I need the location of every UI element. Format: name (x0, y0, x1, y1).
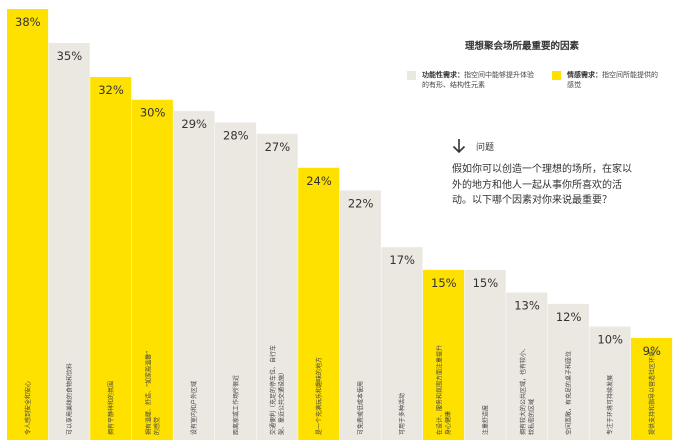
value-label-15: 10% (597, 333, 623, 347)
value-label-8: 24% (306, 174, 332, 188)
value-label-9: 22% (348, 196, 374, 210)
question-label: 问题 (476, 143, 495, 153)
bar-11 (423, 269, 465, 440)
value-label-6: 28% (223, 128, 249, 142)
legend-swatch-functional (407, 71, 416, 80)
value-label-2: 35% (57, 49, 83, 63)
value-label-14: 12% (556, 310, 582, 324)
value-label-1: 38% (15, 15, 41, 29)
bar-13 (506, 292, 548, 440)
category-label-5: 设有室内和户外区域 (190, 381, 198, 435)
bar-3 (90, 77, 132, 440)
value-label-7: 27% (265, 140, 291, 154)
arrow-down-icon (452, 139, 466, 154)
bar-1 (7, 9, 49, 440)
legend-functional-desc: 指空间中能够提升体验的有形、结构性元素 (422, 71, 534, 89)
value-label-3: 32% (98, 83, 124, 97)
category-label-7: 交通便利（充足的停车位、自行车 架、靠近公共交通设施） (269, 345, 286, 435)
category-label-11: 在设计、服务和氛围方面注重提升 身心健康 (436, 345, 453, 435)
value-label-10: 17% (389, 253, 415, 267)
bar-4 (131, 99, 173, 440)
bar-12 (464, 269, 506, 440)
legend-emotional-desc: 指空间所能提供的感觉 (567, 71, 658, 89)
legend-swatch-emotional (552, 71, 561, 80)
question-text: 假如你可以创造一个理想的场所，在家以外的地方和他人一起从事你所喜欢的活动。以下哪… (452, 164, 632, 206)
value-label-11: 15% (431, 276, 457, 290)
bar-16 (631, 337, 673, 440)
legend-text-functional: 功能性需求：指空间中能够提升体验的有形、结构性元素 (422, 70, 537, 90)
bar-8 (298, 167, 340, 440)
bar-15 (589, 326, 631, 440)
legend-item-functional: 功能性需求：指空间中能够提升体验的有形、结构性元素 (407, 70, 537, 90)
value-label-13: 13% (514, 299, 540, 313)
legend-emotional-name: 情感需求： (567, 71, 602, 79)
legend-text-emotional: 情感需求：指空间所能提供的感觉 (567, 70, 662, 90)
bar-7 (256, 133, 298, 440)
bar-5 (173, 111, 215, 440)
category-label-1: 令人感到安全和安心 (24, 381, 32, 435)
category-label-14: 空间宽敞，有充足的桌子和座位 (565, 351, 573, 435)
category-label-8: 是一个充满玩乐和趣味的地方 (315, 357, 323, 435)
value-label-5: 29% (181, 117, 207, 131)
category-label-13: 拥有较大的公共区域，也有较小、 较私密的区域 (519, 345, 536, 435)
legend-item-emotional: 情感需求：指空间所能提供的感觉 (552, 70, 662, 90)
value-label-16: 9% (643, 344, 661, 358)
category-label-12: 注重舒适度 (481, 405, 489, 435)
category-label-10: 可用于多种活动 (398, 393, 406, 435)
legend-functional-name: 功能性需求： (422, 71, 464, 79)
bar-14 (547, 303, 589, 440)
bar-2 (48, 43, 90, 441)
bar-10 (381, 247, 423, 440)
category-label-15: 专注于环境可持续发展 (606, 375, 614, 435)
category-label-6: 距离家或工作场所很近 (232, 375, 240, 435)
category-label-3: 拥有平静祥和的氛围 (107, 381, 115, 435)
category-label-16: 提供支持和指导以营造社区环境 (648, 351, 656, 435)
legend-title: 理想聚会场所最重要的因素 (464, 41, 579, 52)
bar-6 (215, 122, 257, 440)
category-label-4: 拥有温暖、舒适、“如家般温馨” 的感觉 (144, 351, 161, 435)
value-label-4: 30% (140, 106, 166, 120)
value-label-12: 15% (473, 276, 499, 290)
bar-9 (339, 190, 381, 440)
category-label-9: 可免费或低成本使用 (357, 381, 365, 435)
category-label-2: 可以享用美味的食物和饮料 (65, 363, 73, 435)
